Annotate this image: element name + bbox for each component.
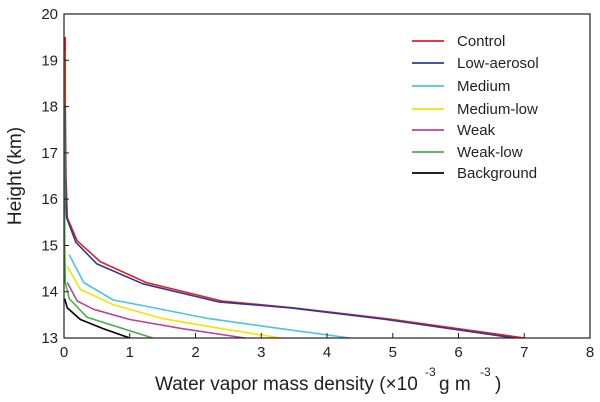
legend-label: Medium-low — [457, 101, 538, 118]
x-axis-label-main: Water vapor mass density (×10 — [155, 374, 418, 395]
y-tick-label: 16 — [41, 191, 58, 208]
x-axis-label-unit-exponent: -3 — [480, 365, 491, 379]
series-line-medium-low — [66, 265, 282, 339]
x-axis-label-exponent: -3 — [425, 365, 436, 379]
x-tick-label: 7 — [520, 344, 528, 361]
x-tick-label: 0 — [60, 344, 68, 361]
legend-label: Low-aerosol — [457, 55, 539, 72]
y-axis-label: Height (km) — [5, 127, 26, 225]
x-axis-label-close: ) — [495, 374, 501, 395]
y-tick-label: 18 — [41, 99, 58, 116]
y-tick-label: 19 — [41, 52, 58, 69]
y-tick-label: 17 — [41, 145, 58, 162]
y-axis-ticks: 13 14 15 16 17 18 19 20 — [41, 6, 69, 347]
x-tick-label: 5 — [389, 344, 397, 361]
y-tick-label: 14 — [41, 284, 58, 301]
y-tick-label: 20 — [41, 6, 58, 23]
legend-label: Medium — [457, 78, 510, 95]
series-line-control — [64, 37, 525, 339]
legend-label: Background — [457, 165, 537, 182]
y-tick-label: 15 — [41, 237, 58, 254]
series-line-low-aerosol — [64, 106, 515, 339]
series-line-weak — [66, 282, 245, 339]
legend-label: Control — [457, 33, 505, 50]
legend-label: Weak-low — [457, 144, 523, 161]
x-axis-ticks: 0 1 2 3 4 5 6 7 8 — [60, 333, 594, 361]
x-tick-label: 8 — [586, 344, 594, 361]
x-tick-label: 2 — [191, 344, 199, 361]
x-tick-label: 4 — [323, 344, 331, 361]
x-axis-label-unit: g m — [439, 374, 471, 395]
y-tick-label: 13 — [41, 330, 58, 347]
legend: Control Low-aerosol Medium Medium-low Weak We… — [412, 33, 539, 182]
series-line-medium — [68, 254, 351, 339]
x-tick-label: 1 — [126, 344, 134, 361]
series-line-weak-low — [63, 51, 154, 339]
series-line-background — [63, 298, 131, 339]
x-tick-label: 6 — [454, 344, 462, 361]
legend-label: Weak — [457, 122, 496, 139]
plot-lines — [63, 37, 525, 339]
x-tick-label: 3 — [257, 344, 265, 361]
x-axis-label: Water vapor mass density (×10 -3 g m -3 … — [155, 365, 501, 395]
